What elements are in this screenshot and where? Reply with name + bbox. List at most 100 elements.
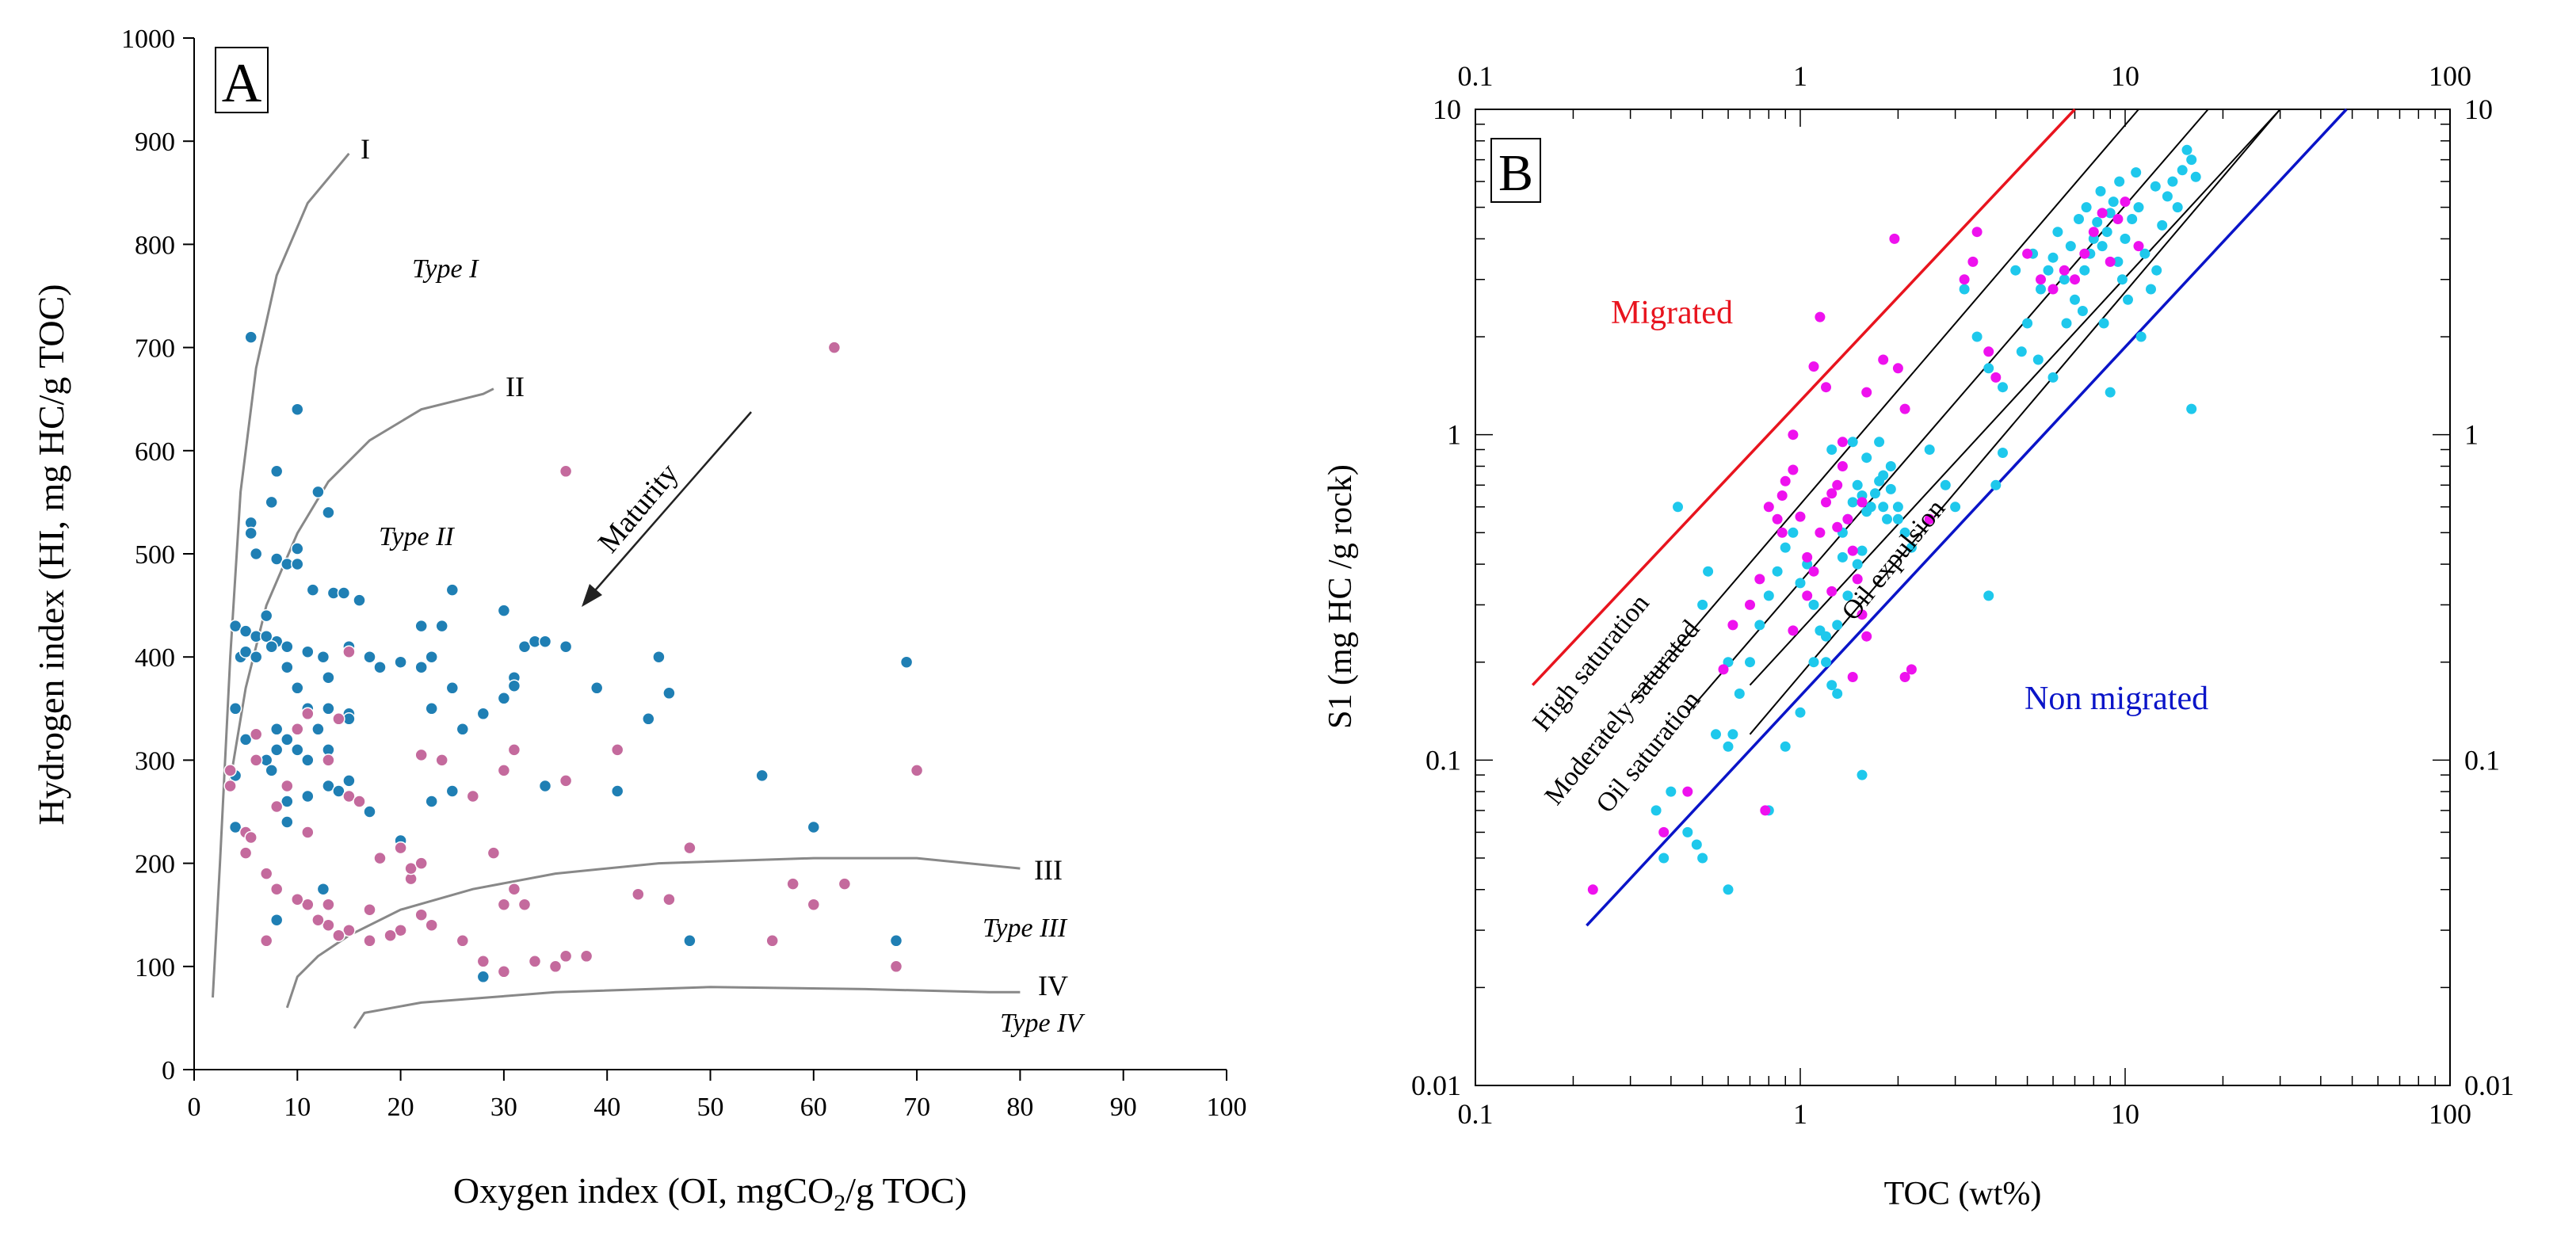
- maturity-arrowhead: [582, 584, 602, 607]
- panel-a-point-blue: [414, 619, 428, 633]
- panel-a-point-blue: [228, 702, 242, 715]
- panel-a-point-blue: [269, 743, 284, 757]
- panel-b-point-cyan: [2070, 294, 2080, 305]
- panel-a-point-blue: [301, 753, 315, 767]
- panel-a-point-blue: [280, 660, 294, 674]
- panel-b-y-tick-label: 10: [1433, 93, 1461, 125]
- panel-a-point-pink: [384, 929, 397, 942]
- panel-b-point-magenta: [1990, 372, 2002, 383]
- panel-a-point-blue: [517, 639, 532, 654]
- line-high-saturation: [1629, 109, 2139, 704]
- panel-b-point-cyan: [2120, 233, 2131, 244]
- panel-a-point-blue: [497, 604, 511, 617]
- panel-b-point-magenta: [2047, 284, 2059, 295]
- panel-b-point-cyan: [2047, 252, 2059, 263]
- panel-b-point-magenta: [1847, 545, 1858, 556]
- panel-b-point-cyan: [1723, 884, 1734, 895]
- panel-a-y-tick-label: 700: [135, 334, 175, 364]
- panel-b-point-cyan: [2167, 176, 2178, 187]
- panel-a-point-pink: [476, 955, 490, 968]
- panel-a-point-blue: [259, 608, 273, 623]
- panel-b-point-magenta: [1971, 227, 1983, 238]
- curve-label-ii: II: [506, 371, 525, 402]
- panel-b-point-cyan: [1832, 620, 1843, 631]
- panel-a-point-pink: [269, 882, 284, 896]
- panel-a-point-pink: [322, 753, 335, 767]
- panel-a-point-blue: [280, 733, 294, 746]
- panel-b-point-cyan: [1882, 513, 1892, 525]
- panel-a-y-tick-label: 500: [135, 540, 175, 570]
- panel-b-point-magenta: [1889, 233, 1900, 244]
- panel-b-point-magenta: [1808, 361, 1819, 372]
- panel-b-point-cyan: [2157, 219, 2168, 231]
- panel-b-x-tick-label-top: 10: [2111, 60, 2139, 92]
- panel-b-point-cyan: [1697, 599, 1708, 610]
- panel-b-xlabel: TOC (wt%): [1884, 1176, 2042, 1212]
- panel-b-point-cyan: [1861, 452, 1872, 464]
- panel-a-y-tick-label: 100: [135, 953, 175, 982]
- panel-b-point-magenta: [1899, 672, 1910, 682]
- panel-b-point-cyan: [1795, 707, 1806, 718]
- kerogen-curve-i: [212, 152, 350, 998]
- curve-label-i: I: [361, 133, 370, 165]
- panel-b-point-cyan: [2081, 202, 2092, 213]
- panel-a-point-pink: [394, 841, 407, 855]
- panel-b-point-magenta: [1878, 354, 1889, 365]
- panel-b-point-magenta: [1821, 382, 1831, 393]
- panel-a-y-tick-label: 300: [135, 746, 175, 776]
- panel-a-point-pink: [559, 774, 573, 788]
- panel-b-point-cyan: [2151, 265, 2162, 276]
- panel-b-point-cyan: [1857, 545, 1868, 556]
- panel-a-badge-box: [215, 47, 269, 113]
- panel-a-point-pink: [259, 934, 273, 948]
- panel-b-point-cyan: [2108, 196, 2119, 208]
- panel-a-point-pink: [332, 929, 345, 942]
- panel-b-point-magenta: [1788, 429, 1799, 441]
- curve-label-iv: IV: [1038, 970, 1068, 1001]
- panel-a-point-blue: [394, 655, 407, 669]
- panel-a-point-blue: [311, 723, 325, 736]
- panel-b-point-cyan: [1870, 488, 1880, 499]
- panel-a-point-pink: [662, 892, 676, 906]
- panel-b-point-cyan: [2079, 265, 2090, 276]
- panel-a-point-blue: [445, 583, 460, 597]
- panel-b-point-magenta: [1808, 566, 1819, 577]
- panel-a-xlabel: Oxygen index (OI, mgCO2/g TOC): [453, 1170, 967, 1216]
- panel-a-point-pink: [786, 877, 800, 891]
- panel-b-point-cyan: [1826, 680, 1838, 691]
- panel-b-point-cyan: [2105, 387, 2116, 398]
- panel-b-point-magenta: [1852, 574, 1863, 585]
- panel-a-point-blue: [291, 402, 304, 416]
- panel-b-point-cyan: [2123, 294, 2133, 305]
- panel-a-point-blue: [280, 815, 294, 829]
- panel-a-point-blue: [538, 635, 552, 648]
- panel-b-y-tick-label-right: 0.01: [2464, 1070, 2514, 1101]
- panel-a-x-tick-label: 10: [284, 1093, 311, 1122]
- panel-a-point-pink: [807, 898, 821, 911]
- panel-a-point-blue: [363, 805, 376, 818]
- panel-b-y-tick-label-right: 1: [2464, 419, 2479, 451]
- panel-b-point-cyan: [1983, 590, 1994, 601]
- panel-b-point-cyan: [1885, 461, 1896, 471]
- panel-b-point-cyan: [2150, 181, 2161, 192]
- panel-b-point-cyan: [1826, 444, 1838, 455]
- panel-a-point-pink: [322, 918, 335, 932]
- panel-a-point-pink: [435, 753, 448, 767]
- panel-a-point-blue: [291, 557, 304, 571]
- panel-b-point-magenta: [1861, 631, 1872, 642]
- panel-b-point-magenta: [2105, 256, 2116, 267]
- panel-a-point-blue: [244, 330, 258, 344]
- kerogen-curve-iv: [353, 986, 1021, 1029]
- panel-a-point-pink: [353, 795, 366, 808]
- panel-b-point-magenta: [1815, 311, 1826, 322]
- panel-a-point-blue: [322, 505, 335, 520]
- region-label-type-ii: Type II: [379, 522, 455, 551]
- panel-b-point-cyan: [1780, 741, 1791, 752]
- panel-a-point-pink: [301, 707, 315, 721]
- panel-a: 0 10 20 30 40 50 60 70 80 90 100 0 100 200 300 400 500 6…: [31, 25, 1247, 1216]
- panel-a-x-tick-label: 50: [697, 1093, 724, 1122]
- panel-b-point-cyan: [2052, 227, 2063, 238]
- panel-b-point-cyan: [1691, 839, 1702, 850]
- panel-b-point-magenta: [1842, 513, 1853, 525]
- panel-b-point-cyan: [2097, 241, 2108, 252]
